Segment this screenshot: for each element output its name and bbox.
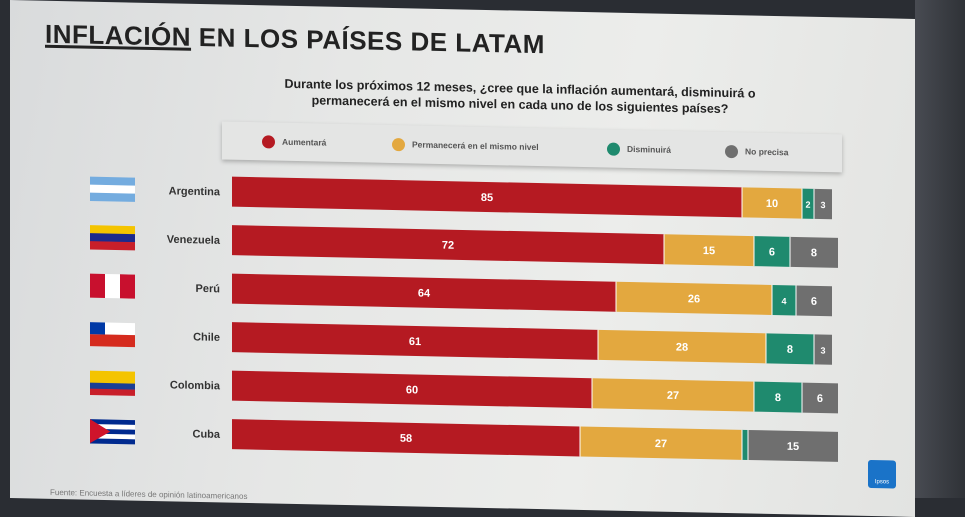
bar-peru-permanecera — [616, 281, 772, 315]
flag-argentina-stripe-2 — [90, 192, 135, 202]
data-label-colombia-no_precisa: 6 — [817, 393, 823, 405]
data-label-chile-aumentara: 61 — [409, 336, 421, 348]
flag-peru-icon — [90, 273, 135, 299]
flag-venezuela-stripe-2 — [90, 241, 135, 251]
bar-argentina-permanecera — [742, 187, 802, 219]
category-label-cuba: Cuba — [193, 428, 221, 441]
bar-cuba-no_precisa — [748, 429, 838, 462]
flag-cuba-triangle — [90, 419, 111, 444]
ipsos-logo: Ipsos — [868, 459, 896, 489]
data-label-colombia-disminuira: 8 — [775, 392, 781, 404]
bar-colombia-aumentara — [232, 370, 592, 409]
data-label-chile-no_precisa: 3 — [820, 345, 825, 355]
bar-chile-permanecera — [598, 329, 766, 364]
bar-colombia-disminuira — [754, 381, 802, 413]
data-label-venezuela-aumentara: 72 — [442, 240, 454, 252]
data-label-chile-disminuira: 8 — [787, 344, 793, 356]
data-label-peru-aumentara: 64 — [418, 288, 431, 300]
category-label-chile: Chile — [193, 331, 220, 344]
flag-chile-icon — [90, 322, 135, 348]
bar-peru-no_precisa — [796, 285, 832, 317]
flag-peru-stripe-1 — [105, 273, 120, 299]
bar-cuba-permanecera — [580, 426, 742, 460]
flag-peru-stripe-2 — [120, 274, 135, 299]
bar-peru-aumentara — [232, 273, 616, 312]
flag-colombia-stripe-2 — [90, 388, 135, 396]
bar-argentina-disminuira — [802, 188, 814, 219]
bar-peru-disminuira — [772, 284, 796, 316]
flag-colombia-stripe-1 — [90, 382, 135, 390]
data-label-argentina-disminuira: 2 — [805, 200, 810, 210]
flag-argentina-icon — [90, 176, 135, 202]
flag-colombia-icon — [90, 370, 135, 396]
data-label-venezuela-no_precisa: 8 — [811, 247, 817, 259]
category-label-venezuela: Venezuela — [167, 234, 221, 247]
slide: INFLACIÓN EN LOS PAÍSES DE LATAM Durante… — [10, 0, 915, 517]
data-label-peru-disminuira: 4 — [781, 296, 786, 306]
data-label-peru-no_precisa: 6 — [811, 296, 817, 308]
bar-colombia-permanecera — [592, 378, 754, 412]
flag-cuba-stripe-0 — [90, 419, 135, 426]
bar-argentina-aumentara — [232, 176, 742, 218]
flag-colombia-stripe-0 — [90, 370, 135, 384]
category-label-argentina: Argentina — [169, 185, 221, 198]
data-label-argentina-no_precisa: 3 — [820, 200, 825, 210]
logo-text: Ipsos — [874, 479, 890, 486]
bar-chile-disminuira — [766, 333, 814, 365]
flag-argentina-stripe-0 — [90, 176, 135, 186]
flag-peru-stripe-0 — [90, 273, 105, 298]
flag-chile-canton — [90, 322, 105, 335]
category-label-peru: Perú — [196, 283, 220, 296]
data-label-argentina-aumentara: 85 — [481, 192, 493, 204]
bar-venezuela-aumentara — [232, 225, 664, 265]
bar-chile-aumentara — [232, 322, 598, 360]
data-label-venezuela-disminuira: 6 — [769, 246, 775, 258]
data-label-cuba-no_precisa: 15 — [787, 441, 799, 453]
data-label-colombia-aumentara: 60 — [406, 384, 418, 396]
flag-argentina-stripe-1 — [90, 184, 135, 194]
bar-colombia-no_precisa — [802, 382, 838, 414]
data-label-chile-permanecera: 28 — [676, 341, 688, 353]
flag-cuba-stripe-4 — [90, 438, 135, 445]
flag-venezuela-icon — [90, 225, 135, 251]
flag-cuba-icon — [90, 419, 135, 445]
flag-venezuela-stripe-0 — [90, 225, 135, 235]
screen-edge — [915, 0, 965, 498]
data-label-cuba-permanecera: 27 — [655, 438, 667, 450]
data-label-colombia-permanecera: 27 — [667, 390, 679, 402]
data-label-venezuela-permanecera: 15 — [703, 245, 715, 257]
bar-chile-no_precisa — [814, 334, 832, 365]
data-label-argentina-permanecera: 10 — [766, 198, 778, 210]
flag-chile-stripe-1 — [90, 334, 135, 348]
data-label-peru-permanecera: 26 — [688, 293, 700, 305]
bar-cuba-aumentara — [232, 419, 580, 457]
bar-argentina-no_precisa — [814, 188, 832, 220]
bar-venezuela-disminuira — [754, 236, 790, 267]
category-label-colombia: Colombia — [170, 379, 221, 392]
flag-venezuela-stripe-1 — [90, 233, 135, 243]
bar-venezuela-no_precisa — [790, 236, 838, 268]
bar-venezuela-permanecera — [664, 234, 754, 267]
data-label-cuba-aumentara: 58 — [400, 433, 412, 445]
bar-cuba-disminuira — [742, 429, 748, 460]
